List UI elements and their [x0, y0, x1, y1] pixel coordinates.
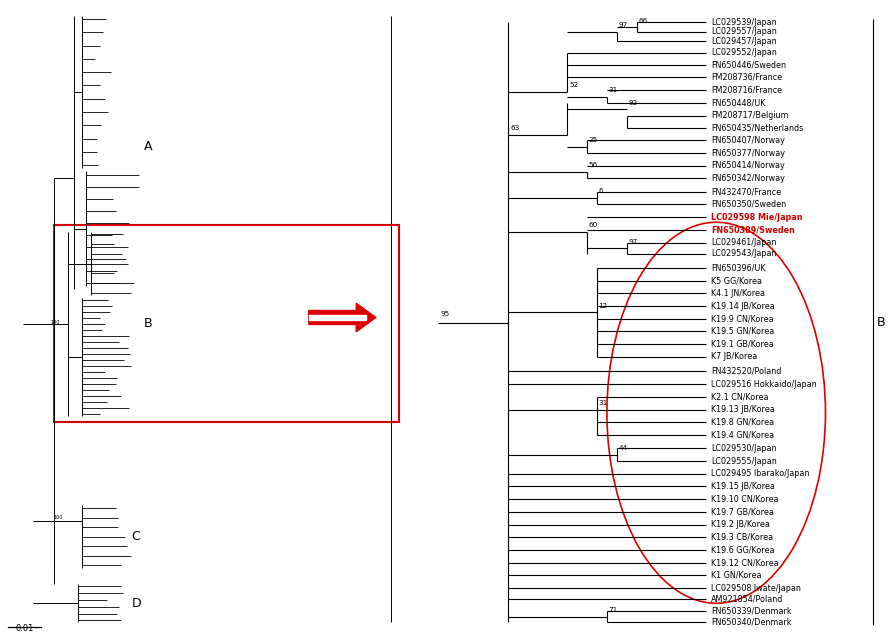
Text: K7 JB/Korea: K7 JB/Korea	[711, 352, 756, 361]
Text: K19.7 GB/Korea: K19.7 GB/Korea	[711, 507, 773, 516]
FancyArrow shape	[308, 315, 366, 320]
Text: K5 GG/Korea: K5 GG/Korea	[711, 276, 762, 285]
Text: FN650342/Norway: FN650342/Norway	[711, 174, 784, 183]
Text: FN650396/UK: FN650396/UK	[711, 264, 765, 272]
Text: FN650448/UK: FN650448/UK	[711, 98, 764, 107]
Text: FM208736/France: FM208736/France	[711, 73, 781, 82]
Text: K19.10 CN/Korea: K19.10 CN/Korea	[711, 495, 778, 504]
Text: 71: 71	[608, 608, 617, 613]
Text: LC029495 Ibarako/Japan: LC029495 Ibarako/Japan	[711, 469, 809, 478]
Text: FN650446/Sweden: FN650446/Sweden	[711, 61, 785, 70]
Text: K2.1 CN/Korea: K2.1 CN/Korea	[711, 392, 768, 401]
Text: 63: 63	[510, 126, 519, 131]
Text: K19.2 JB/Korea: K19.2 JB/Korea	[711, 520, 769, 529]
Text: FN650340/Denmark: FN650340/Denmark	[711, 618, 791, 627]
Text: K19.1 GB/Korea: K19.1 GB/Korea	[711, 340, 773, 349]
Text: AM921854/Poland: AM921854/Poland	[711, 594, 783, 603]
Text: 100: 100	[50, 320, 60, 325]
Text: 97: 97	[618, 22, 627, 28]
Text: 31: 31	[608, 88, 617, 93]
Text: K19.6 GG/Korea: K19.6 GG/Korea	[711, 545, 774, 554]
Text: FN650435/Netherlands: FN650435/Netherlands	[711, 123, 803, 132]
FancyArrow shape	[308, 304, 375, 331]
Text: FN650407/Norway: FN650407/Norway	[711, 136, 784, 145]
Text: 60: 60	[588, 222, 597, 228]
Text: K19.14 JB/Korea: K19.14 JB/Korea	[711, 302, 774, 311]
Text: FN432470/France: FN432470/France	[711, 187, 780, 196]
Text: LC029555/Japan: LC029555/Japan	[711, 457, 776, 465]
Text: 95: 95	[440, 312, 450, 318]
Text: K19.8 GN/Korea: K19.8 GN/Korea	[711, 418, 773, 427]
Text: K19.13 JB/Korea: K19.13 JB/Korea	[711, 405, 774, 414]
Text: FN432520/Poland: FN432520/Poland	[711, 367, 780, 376]
Text: 52: 52	[569, 83, 578, 88]
Text: K19.9 CN/Korea: K19.9 CN/Korea	[711, 314, 773, 323]
Text: LC029552/Japan: LC029552/Japan	[711, 48, 776, 57]
Text: LC029543/Japan: LC029543/Japan	[711, 250, 776, 258]
Bar	[54, 225, 399, 422]
Text: 97: 97	[628, 239, 637, 245]
Text: K19.3 CB/Korea: K19.3 CB/Korea	[711, 533, 772, 542]
Text: 44: 44	[618, 445, 627, 451]
Text: K1 GN/Korea: K1 GN/Korea	[711, 571, 761, 580]
Text: FN650339/Denmark: FN650339/Denmark	[711, 606, 791, 615]
Text: 31: 31	[598, 400, 607, 406]
Text: K19.5 GN/Korea: K19.5 GN/Korea	[711, 327, 773, 336]
Text: FN650377/Norway: FN650377/Norway	[711, 149, 784, 157]
Text: FM208717/Belgium: FM208717/Belgium	[711, 111, 788, 120]
Text: LC029530/Japan: LC029530/Japan	[711, 444, 776, 453]
Text: 12: 12	[598, 303, 607, 309]
Text: LC029461/Japan: LC029461/Japan	[711, 238, 776, 247]
Text: 25: 25	[588, 137, 597, 143]
Text: D: D	[131, 597, 141, 610]
Text: 66: 66	[637, 18, 646, 24]
Text: B: B	[144, 318, 153, 330]
Text: C: C	[131, 530, 140, 543]
Text: K4.1 JN/Korea: K4.1 JN/Korea	[711, 289, 764, 298]
Text: LC029557/Japan: LC029557/Japan	[711, 27, 776, 36]
Text: FN650389/Sweden: FN650389/Sweden	[711, 225, 794, 234]
Text: LC029457/Japan: LC029457/Japan	[711, 37, 776, 46]
Text: LC029539/Japan: LC029539/Japan	[711, 18, 776, 27]
Text: K19.4 GN/Korea: K19.4 GN/Korea	[711, 431, 773, 439]
Text: 0.01: 0.01	[15, 624, 34, 633]
Text: LC029516 Hokkaido/Japan: LC029516 Hokkaido/Japan	[711, 380, 816, 389]
Text: FN650350/Sweden: FN650350/Sweden	[711, 200, 786, 209]
Text: FM208716/France: FM208716/France	[711, 86, 781, 95]
Text: 92: 92	[628, 100, 637, 106]
Text: K19.15 JB/Korea: K19.15 JB/Korea	[711, 482, 774, 491]
Text: K19.12 CN/Korea: K19.12 CN/Korea	[711, 558, 778, 567]
Text: 100: 100	[54, 515, 63, 520]
Text: LC029598 Mie/Japan: LC029598 Mie/Japan	[711, 213, 802, 222]
Text: FN650414/Norway: FN650414/Norway	[711, 161, 784, 170]
Text: A: A	[144, 140, 152, 152]
Text: 6: 6	[598, 189, 603, 194]
Text: LC029508 Iwate/Japan: LC029508 Iwate/Japan	[711, 584, 800, 592]
Text: B: B	[876, 316, 884, 329]
Text: 56: 56	[588, 163, 597, 168]
